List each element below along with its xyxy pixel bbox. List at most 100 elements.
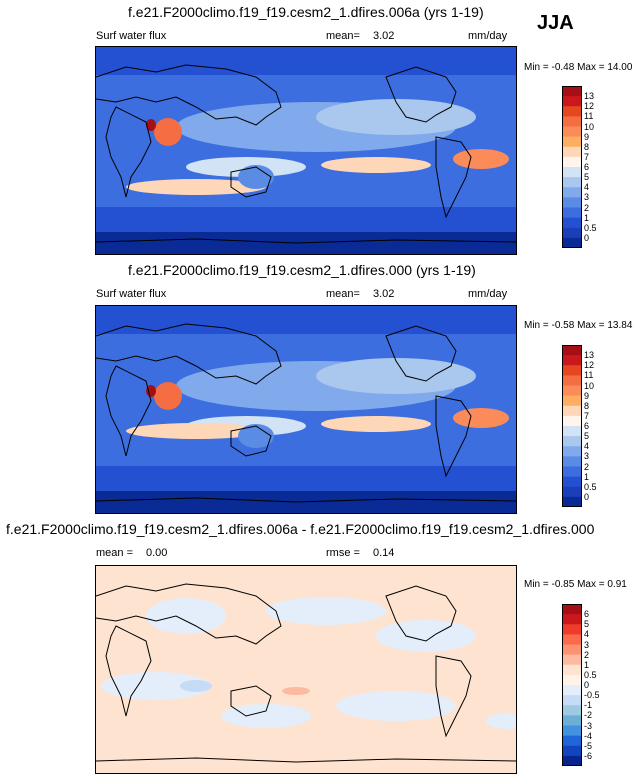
colorbar-swatch: [562, 405, 582, 417]
colorbar-tick-label: -5: [584, 740, 593, 751]
panel3-mean-label: mean =: [96, 547, 133, 559]
colorbar-tick-label: 6: [584, 609, 590, 620]
colorbar-tick-label: 7: [584, 151, 590, 162]
panel1-mean-value: 3.02: [373, 30, 395, 42]
colorbar-tick-label: 8: [584, 141, 590, 152]
colorbar-swatch: [562, 745, 582, 757]
panel3-rmse-label: rmse =: [326, 547, 360, 559]
panel1-title: f.e21.F2000climo.f19_f19.cesm2_1.dfires.…: [128, 4, 484, 20]
colorbar-swatch: [562, 685, 582, 696]
colorbar-tick-label: 4: [584, 629, 590, 640]
colorbar-swatch: [562, 466, 582, 478]
panel1-minmax: Min = -0.48 Max = 14.00: [524, 62, 633, 73]
panel2-title: f.e21.F2000climo.f19_f19.cesm2_1.dfires.…: [128, 262, 476, 278]
colorbar-tick-label: 1: [584, 471, 590, 482]
colorbar-tick-label: 2: [584, 202, 590, 213]
colorbar-tick-label: 13: [584, 91, 595, 102]
colorbar-border: [562, 86, 582, 248]
panel1-units: mm/day: [468, 30, 508, 42]
colorbar-tick-label: -4: [584, 730, 593, 741]
panel1-variable-label: Surf water flux: [96, 30, 167, 42]
panel3-rmse-value: 0.14: [373, 547, 395, 559]
panel1-colorbar-swatches: [562, 86, 582, 249]
colorbar-swatch: [562, 345, 582, 356]
colorbar-tick-label: 3: [584, 639, 590, 650]
panel3-minmax: Min = -0.85 Max = 0.91: [524, 579, 627, 590]
colorbar-tick-label: 5: [584, 172, 590, 183]
colorbar-tick-label: 4: [584, 441, 590, 452]
colorbar-swatch: [562, 237, 582, 249]
colorbar-swatch: [562, 426, 582, 437]
colorbar-swatch: [562, 187, 582, 198]
colorbar-tick-label: 10: [584, 380, 595, 391]
colorbar-swatch: [562, 156, 582, 168]
colorbar-swatch: [562, 415, 582, 427]
panel2-colorbar: [562, 345, 582, 508]
colorbar-swatch: [562, 365, 582, 376]
colorbar-tick-label: 1: [584, 659, 590, 670]
colorbar-swatch: [562, 456, 582, 467]
panel3-map: [95, 565, 517, 774]
colorbar-swatch: [562, 106, 582, 117]
colorbar-tick-label: -0.5: [584, 690, 600, 701]
colorbar-tick-label: 13: [584, 350, 595, 361]
colorbar-tick-label: 12: [584, 360, 595, 371]
colorbar-tick-label: 0.5: [584, 669, 597, 680]
colorbar-swatch: [562, 227, 582, 239]
colorbar-swatch: [562, 395, 582, 407]
colorbar-tick-label: 3: [584, 451, 590, 462]
colorbar-tick-label: 8: [584, 400, 590, 411]
panel2-minmax: Min = -0.58 Max = 13.84: [524, 320, 633, 331]
colorbar-swatch: [562, 634, 582, 645]
colorbar-swatch: [562, 446, 582, 457]
panel2-colorbar-swatches: [562, 345, 582, 508]
panel3-field: [96, 566, 516, 773]
colorbar-swatch: [562, 385, 582, 397]
colorbar-border: [562, 345, 582, 507]
colorbar-tick-label: 4: [584, 182, 590, 193]
panel2-mean-value: 3.02: [373, 288, 395, 300]
panel1-map: [95, 46, 517, 255]
colorbar-swatch: [562, 705, 582, 716]
colorbar-swatch: [562, 614, 582, 625]
colorbar-swatch: [562, 197, 582, 208]
colorbar-tick-label: 12: [584, 101, 595, 112]
colorbar-tick-label: 9: [584, 390, 590, 401]
colorbar-tick-label: 2: [584, 649, 590, 660]
colorbar-swatch: [562, 674, 582, 686]
colorbar-swatch: [562, 146, 582, 158]
colorbar-swatch: [562, 624, 582, 635]
colorbar-tick-label: 0.5: [584, 481, 597, 492]
panel2-map: [95, 305, 517, 514]
colorbar-swatch: [562, 496, 582, 508]
colorbar-swatch: [562, 755, 582, 767]
colorbar-tick-label: 11: [584, 111, 594, 122]
colorbar-border: [562, 604, 582, 766]
colorbar-swatch: [562, 86, 582, 97]
panel1-mean-label: mean=: [326, 30, 360, 42]
colorbar-tick-label: -2: [584, 710, 593, 721]
colorbar-swatch: [562, 217, 582, 229]
colorbar-tick-label: 0: [584, 491, 590, 502]
colorbar-tick-label: 0: [584, 680, 590, 690]
panel3-colorbar-swatches: [562, 604, 582, 767]
colorbar-swatch: [562, 486, 582, 498]
colorbar-swatch: [562, 715, 582, 726]
colorbar-swatch: [562, 207, 582, 219]
panel2-mean-label: mean=: [326, 288, 360, 300]
colorbar-swatch: [562, 735, 582, 747]
colorbar-swatch: [562, 116, 582, 127]
colorbar-tick-label: -6: [584, 750, 593, 761]
colorbar-tick-label: 6: [584, 421, 590, 431]
colorbar-swatch: [562, 476, 582, 488]
panel1-field: [96, 47, 516, 254]
colorbar-tick-label: 10: [584, 121, 595, 132]
colorbar-tick-label: 1: [584, 212, 590, 223]
colorbar-tick-label: -1: [584, 700, 593, 711]
colorbar-tick-label: 5: [584, 619, 590, 630]
colorbar-swatch: [562, 654, 582, 666]
colorbar-tick-label: 5: [584, 431, 590, 442]
colorbar-swatch: [562, 664, 582, 676]
colorbar-tick-label: 0.5: [584, 222, 597, 233]
colorbar-swatch: [562, 96, 582, 107]
